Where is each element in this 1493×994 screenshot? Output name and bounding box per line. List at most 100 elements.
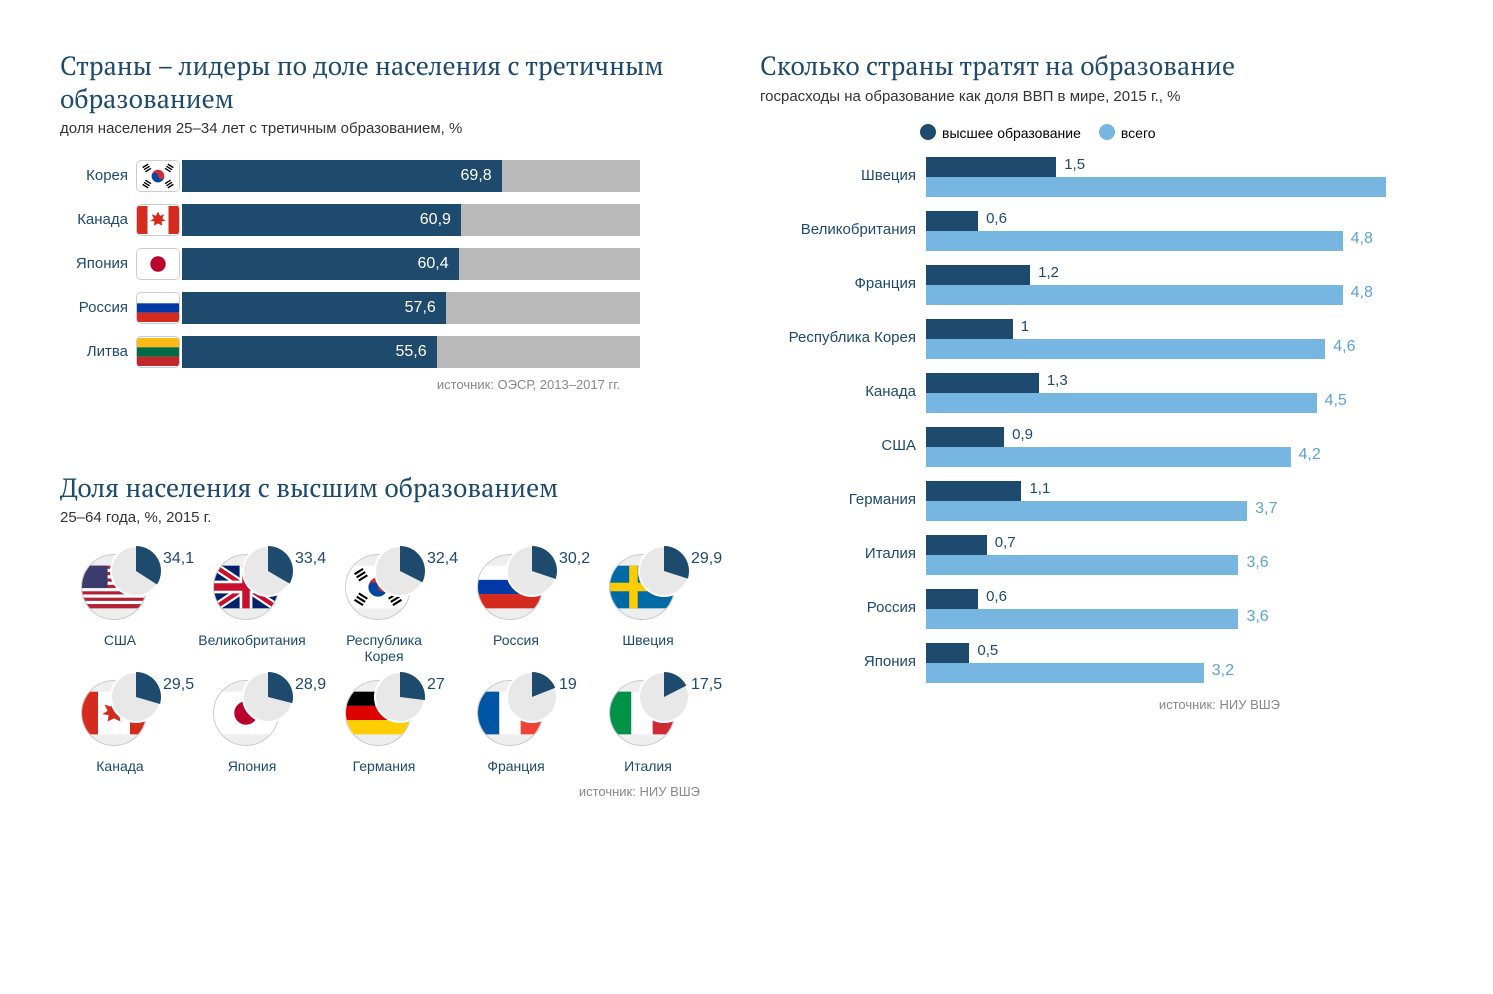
chart3-bar-total-value: 4,5 [1325, 392, 1347, 410]
chart3-bar-total-value: 3,2 [1212, 662, 1234, 680]
chart3-bar-he: 1 [926, 319, 1013, 339]
chart1-bar-fill: 55,6 [182, 336, 437, 368]
chart2-item: 29,5 Канада [60, 674, 180, 774]
chart3-row: Великобритания 0,6 4,8 [760, 211, 1440, 251]
chart2-item: 17,5 Италия [588, 674, 708, 774]
chart1-title: Страны – лидеры по доле населения с трет… [60, 50, 700, 115]
chart2-item-label: Швеция [588, 632, 708, 648]
chart2-item-label: Великобритания [192, 632, 312, 648]
chart1-row-label: Россия [60, 299, 136, 316]
chart1-row: Корея 69,8 [60, 157, 640, 195]
chart3-subtitle: госрасходы на образование как доля ВВП в… [760, 87, 1440, 107]
chart2-item-label: Россия [456, 632, 576, 648]
flag-icon [136, 204, 180, 236]
flag-icon [136, 160, 180, 192]
pie-slice-icon [505, 544, 559, 598]
chart2-item-label: Япония [192, 758, 312, 774]
chart3-bar-he: 0,6 [926, 589, 978, 609]
chart1-bar-track: 55,6 [182, 336, 640, 368]
flag-icon [136, 292, 180, 324]
chart2-item-value: 30,2 [559, 550, 590, 568]
chart3-bar-he: 0,9 [926, 427, 1004, 447]
chart3-row-label: Республика Корея [760, 319, 926, 346]
chart1-row: Канада 60,9 [60, 201, 640, 239]
chart1-bar-value: 55,6 [396, 343, 427, 361]
chart3-bar-he-value: 1 [1021, 318, 1029, 335]
chart3-row-label: Япония [760, 643, 926, 670]
chart2-item: 28,9 Япония [192, 674, 312, 774]
chart3-bar-total: 3,7 [926, 501, 1247, 521]
chart1-bars: Корея 69,8 Канада 60,9 Япония 60,4 Росси… [60, 157, 640, 371]
chart3-row-label: США [760, 427, 926, 454]
chart3-bar-total-value: 4,2 [1299, 446, 1321, 464]
chart1-bar-value: 60,9 [420, 211, 451, 229]
chart3-row: Республика Корея 1 4,6 [760, 319, 1440, 359]
pie-slice-icon [505, 670, 559, 724]
chart3-bar-total [926, 177, 1386, 197]
chart1-bar-fill: 69,8 [182, 160, 502, 192]
chart3-row: Германия 1,1 3,7 [760, 481, 1440, 521]
chart1-bar-track: 57,6 [182, 292, 640, 324]
chart3-row: Швеция 1,5 [760, 157, 1440, 197]
chart3-bar-total: 3,6 [926, 555, 1238, 575]
chart2-item-value: 29,5 [163, 676, 194, 694]
chart3-bar-total-value: 3,6 [1246, 608, 1268, 626]
chart1-bar-track: 60,9 [182, 204, 640, 236]
chart2-item-value: 17,5 [691, 676, 722, 694]
chart1-row-label: Канада [60, 211, 136, 228]
chart2-item-label: Германия [324, 758, 444, 774]
chart2-item-value: 29,9 [691, 550, 722, 568]
chart2-item-value: 27 [427, 676, 445, 694]
chart3-bars: Швеция 1,5 Великобритания 0,6 4,8 Франци… [760, 157, 1440, 683]
chart3-bar-he-value: 0,5 [977, 642, 998, 659]
chart3-bar-total-value: 3,6 [1246, 554, 1268, 572]
chart3-bar-he: 1,2 [926, 265, 1030, 285]
chart3-bar-total-value: 4,6 [1333, 338, 1355, 356]
pie-slice-icon [373, 544, 427, 598]
chart2-item: 34,1 США [60, 548, 180, 664]
chart3-bar-total: 4,5 [926, 393, 1317, 413]
chart2-source: источник: НИУ ВШЭ [60, 784, 700, 799]
chart3-row: Италия 0,7 3,6 [760, 535, 1440, 575]
pie-slice-icon [109, 670, 163, 724]
chart1-bar-value: 69,8 [461, 167, 492, 185]
chart2-item: 19 Франция [456, 674, 576, 774]
chart1-bar-fill: 57,6 [182, 292, 446, 324]
chart3-bar-he-value: 1,3 [1047, 372, 1068, 389]
chart2-item-value: 33,4 [295, 550, 326, 568]
chart3-bar-he: 0,7 [926, 535, 987, 555]
chart3-row: США 0,9 4,2 [760, 427, 1440, 467]
chart2-item-value: 28,9 [295, 676, 326, 694]
chart3-row-label: Италия [760, 535, 926, 562]
chart3-title: Сколько страны тратят на образование [760, 50, 1440, 83]
chart3-row-label: Франция [760, 265, 926, 292]
chart3-bar-he-value: 1,1 [1029, 480, 1050, 497]
chart1-bar-fill: 60,9 [182, 204, 461, 236]
chart3-bar-total: 4,6 [926, 339, 1325, 359]
chart3-row-label: Германия [760, 481, 926, 508]
chart1-bar-track: 60,4 [182, 248, 640, 280]
chart1-bar-value: 57,6 [405, 299, 436, 317]
chart3-bar-total-value: 4,8 [1351, 284, 1373, 302]
chart3-bar-total-value: 4,8 [1351, 230, 1373, 248]
pie-slice-icon [637, 544, 691, 598]
chart2-item: 27 Германия [324, 674, 444, 774]
chart2-item-label: Франция [456, 758, 576, 774]
flag-icon [136, 248, 180, 280]
pie-slice-icon [241, 544, 295, 598]
chart2-item-label: РеспубликаКорея [324, 632, 444, 664]
chart3-bar-total: 3,2 [926, 663, 1204, 683]
chart3-bar-he: 0,5 [926, 643, 969, 663]
chart3-row-label: Великобритания [760, 211, 926, 238]
chart2-item: 33,4 Великобритания [192, 548, 312, 664]
chart2-item: 29,9 Швеция [588, 548, 708, 664]
chart3-row-label: Швеция [760, 157, 926, 184]
chart2-item-label: Италия [588, 758, 708, 774]
chart2-item-value: 32,4 [427, 550, 458, 568]
chart1-source: источник: ОЭСР, 2013–2017 гг. [60, 377, 620, 392]
chart1-row-label: Корея [60, 167, 136, 184]
chart2-item-value: 19 [559, 676, 577, 694]
pie-slice-icon [241, 670, 295, 724]
chart2-subtitle: 25–64 года, %, 2015 г. [60, 508, 700, 528]
chart3-row-label: Россия [760, 589, 926, 616]
